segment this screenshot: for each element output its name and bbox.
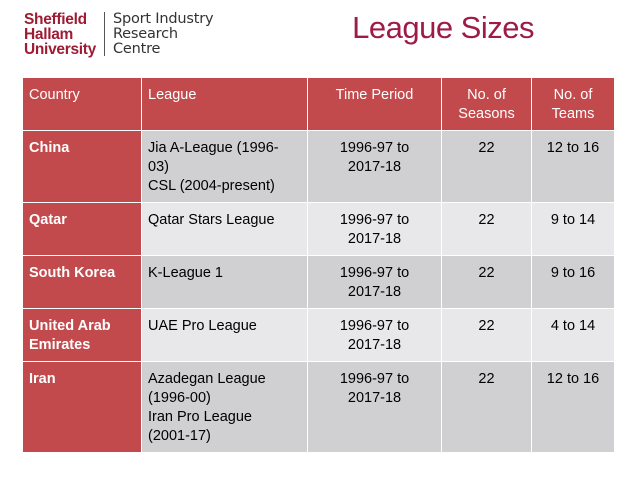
seasons-cell: 22	[441, 130, 532, 203]
teams-range: 12 to 16	[546, 140, 600, 156]
league-cell: K-League 1	[141, 255, 308, 309]
logo-line: Centre	[112, 40, 161, 57]
country-name: South Korea	[29, 265, 116, 281]
seasons-cell: 22	[441, 308, 532, 362]
header-teams: No. of Teams	[531, 77, 615, 131]
logo-line: Sport Industry	[112, 10, 214, 27]
league-sizes-table: Country League Time Period No. of Seasons…	[22, 77, 615, 453]
seasons-count: 22	[478, 318, 495, 334]
seasons-count: 22	[478, 212, 495, 228]
seasons-count: 22	[478, 265, 495, 281]
teams-cell: 9 to 14	[531, 202, 615, 256]
league-cell: UAE Pro League	[141, 308, 308, 362]
league-name: Qatar Stars League	[148, 212, 275, 228]
league-name: (1996-00)	[148, 390, 211, 406]
time-period: 1996-97 to	[339, 140, 410, 156]
teams-range: 12 to 16	[546, 371, 600, 387]
league-name: CSL (2004-present)	[148, 178, 275, 194]
header-label: League	[148, 87, 197, 103]
teams-cell: 12 to 16	[531, 361, 615, 453]
logo-centre-name: Sport Industry Research Centre	[112, 10, 214, 58]
country-cell: South Korea	[22, 255, 142, 309]
league-cell: Jia A-League (1996- 03) CSL (2004-present)	[141, 130, 308, 203]
teams-range: 9 to 14	[550, 212, 596, 228]
country-name: China	[29, 140, 70, 156]
country-name: United Arab	[29, 318, 111, 334]
league-name: Jia A-League (1996-	[148, 140, 279, 156]
seasons-cell: 22	[441, 255, 532, 309]
league-name: 03)	[148, 159, 169, 175]
table-row: Qatar Qatar Stars League 1996-97 to 2017-18…	[22, 202, 615, 256]
teams-cell: 9 to 16	[531, 255, 615, 309]
logo-line: Research	[112, 25, 178, 42]
header-label: Country	[29, 87, 80, 103]
time-period: 2017-18	[347, 337, 402, 353]
league-name: Iran Pro League	[148, 409, 252, 425]
league-name: UAE Pro League	[148, 318, 257, 334]
table-body: China Jia A-League (1996- 03) CSL (2004-pre…	[22, 130, 615, 453]
country-cell: Iran	[22, 361, 142, 453]
time-period-cell: 1996-97 to 2017-18	[307, 308, 442, 362]
logo-line: Hallam	[24, 25, 74, 43]
time-period: 1996-97 to	[339, 265, 410, 281]
time-period: 1996-97 to	[339, 318, 410, 334]
table-row: South Korea K-League 1 1996-97 to 2017-18 22…	[22, 255, 615, 309]
seasons-cell: 22	[441, 361, 532, 453]
league-cell: Azadegan League (1996-00) Iran Pro League (…	[141, 361, 308, 453]
header-league: League	[141, 77, 308, 131]
page-title: League Sizes	[352, 10, 534, 45]
teams-range: 9 to 16	[550, 265, 596, 281]
country-cell: China	[22, 130, 142, 203]
time-period: 2017-18	[347, 390, 402, 406]
time-period-cell: 1996-97 to 2017-18	[307, 255, 442, 309]
country-cell: United Arab Emirates	[22, 308, 142, 362]
logo-line: University	[24, 40, 96, 58]
time-period: 1996-97 to	[339, 371, 410, 387]
country-name: Qatar	[29, 212, 67, 228]
teams-cell: 4 to 14	[531, 308, 615, 362]
logo-university-name: Sheffield Hallam University	[24, 10, 96, 58]
header-country: Country	[22, 77, 142, 131]
teams-cell: 12 to 16	[531, 130, 615, 203]
time-period-cell: 1996-97 to 2017-18	[307, 202, 442, 256]
seasons-count: 22	[478, 371, 495, 387]
seasons-cell: 22	[441, 202, 532, 256]
logo-line: Sheffield	[24, 10, 87, 28]
league-name: K-League 1	[148, 265, 223, 281]
header-seasons: No. of Seasons	[441, 77, 532, 131]
header-label: No. of	[553, 87, 593, 103]
league-name: Azadegan League	[148, 371, 266, 387]
time-period-cell: 1996-97 to 2017-18	[307, 130, 442, 203]
table-header-row: Country League Time Period No. of Seasons…	[22, 77, 615, 131]
time-period-cell: 1996-97 to 2017-18	[307, 361, 442, 453]
seasons-count: 22	[478, 140, 495, 156]
table-row: United Arab Emirates UAE Pro League 1996-97…	[22, 308, 615, 362]
header-time-period: Time Period	[307, 77, 442, 131]
league-name: (2001-17)	[148, 428, 211, 444]
header-label: Teams	[551, 106, 595, 122]
country-name: Iran	[29, 371, 56, 387]
teams-range: 4 to 14	[550, 318, 596, 334]
table-row: China Jia A-League (1996- 03) CSL (2004-pre…	[22, 130, 615, 203]
league-cell: Qatar Stars League	[141, 202, 308, 256]
time-period: 2017-18	[347, 284, 402, 300]
university-logo: Sheffield Hallam University Sport Indust…	[24, 10, 214, 58]
time-period: 2017-18	[347, 159, 402, 175]
time-period: 1996-97 to	[339, 212, 410, 228]
country-cell: Qatar	[22, 202, 142, 256]
header-label: Seasons	[458, 106, 515, 122]
time-period: 2017-18	[347, 231, 402, 247]
header-label: No. of	[467, 87, 506, 103]
table-row: Iran Azadegan League (1996-00) Iran Pro Lea…	[22, 361, 615, 453]
logo-divider	[103, 12, 105, 56]
country-name: Emirates	[29, 337, 91, 353]
header-label: Time Period	[335, 87, 414, 103]
